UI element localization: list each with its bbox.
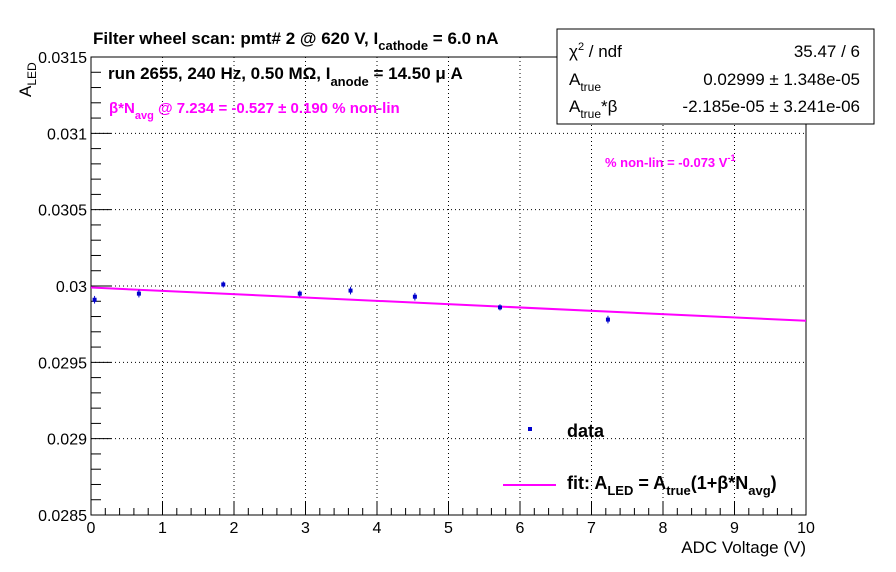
stats-chi2-value: 35.47 / 6 [794, 42, 860, 61]
data-point [412, 292, 417, 301]
x-tick-label: 8 [659, 520, 668, 537]
stats-box: χ2 / ndf 35.47 / 6 Atrue 0.02999 ± 1.348… [556, 28, 875, 125]
y-axis-label: ALED [16, 62, 39, 97]
data-point-marker [297, 291, 302, 296]
x-tick-label: 4 [373, 520, 382, 537]
data-point-marker [92, 297, 97, 302]
fit-line [90, 286, 807, 322]
y-tick-label: 0.0315 [38, 50, 87, 67]
data-layer [92, 281, 610, 324]
x-tick-label: 10 [797, 520, 815, 537]
data-point [348, 286, 353, 295]
stats-chi2-label: χ2 / ndf [569, 41, 622, 61]
legend: data fit: ALED = Atrue(1+β*Navg) [503, 421, 777, 498]
y-tick-label: 0.03 [56, 279, 87, 296]
stats-atruebeta-label: Atrue*β [569, 97, 618, 121]
x-tick-label: 0 [87, 520, 96, 537]
stats-atrue-label: Atrue [569, 70, 601, 94]
x-tick-label: 7 [587, 520, 596, 537]
x-tick-label: 6 [516, 520, 525, 537]
chart-title: Filter wheel scan: pmt# 2 @ 620 V, Icath… [93, 29, 498, 53]
data-point [92, 295, 97, 304]
data-point-marker [348, 288, 353, 293]
y-tick-label: 0.0305 [38, 203, 87, 220]
stats-atrue-value: 0.02999 ± 1.348e-05 [703, 70, 860, 89]
stats-atruebeta-value: -2.185e-05 ± 3.241e-06 [682, 97, 860, 116]
x-tick-label: 5 [444, 520, 453, 537]
data-point [136, 289, 141, 298]
legend-data-marker [528, 427, 532, 431]
data-point [221, 281, 226, 288]
x-tick-label: 2 [230, 520, 239, 537]
y-tick-label: 0.029 [47, 432, 87, 449]
y-tick-label: 0.0295 [38, 355, 87, 372]
data-point [297, 290, 302, 297]
x-axis-label: ADC Voltage (V) [681, 538, 806, 557]
beta-annotation: β*Navg @ 7.234 = -0.527 ± 0.190 % non-li… [109, 100, 400, 122]
grid-layer [91, 57, 806, 515]
y-tick-label: 0.031 [47, 126, 87, 143]
axis-layer: 0 1 2 3 4 5 6 7 8 9 10 0.0285 0.029 0.0295 0.03 0.0305 0… [38, 50, 815, 537]
data-point-marker [221, 282, 226, 287]
legend-fit-label: fit: ALED = Atrue(1+β*Navg) [567, 473, 777, 498]
data-point-marker [412, 294, 417, 299]
data-point-marker [136, 291, 141, 296]
x-tick-label: 1 [158, 520, 167, 537]
x-tick-label: 9 [730, 520, 739, 537]
fit-layer [90, 286, 807, 322]
data-point [605, 315, 610, 324]
chart-subtitle: run 2655, 240 Hz, 0.50 MΩ, Ianode = 14.5… [108, 64, 463, 89]
y-tick-label: 0.0285 [38, 508, 87, 525]
legend-data-label: data [567, 421, 605, 441]
x-tick-label: 3 [301, 520, 310, 537]
data-point [497, 304, 502, 311]
data-point-marker [605, 317, 610, 322]
data-point-marker [497, 305, 502, 310]
nonlin-annotation: % non-lin = -0.073 V-1 [605, 153, 735, 170]
